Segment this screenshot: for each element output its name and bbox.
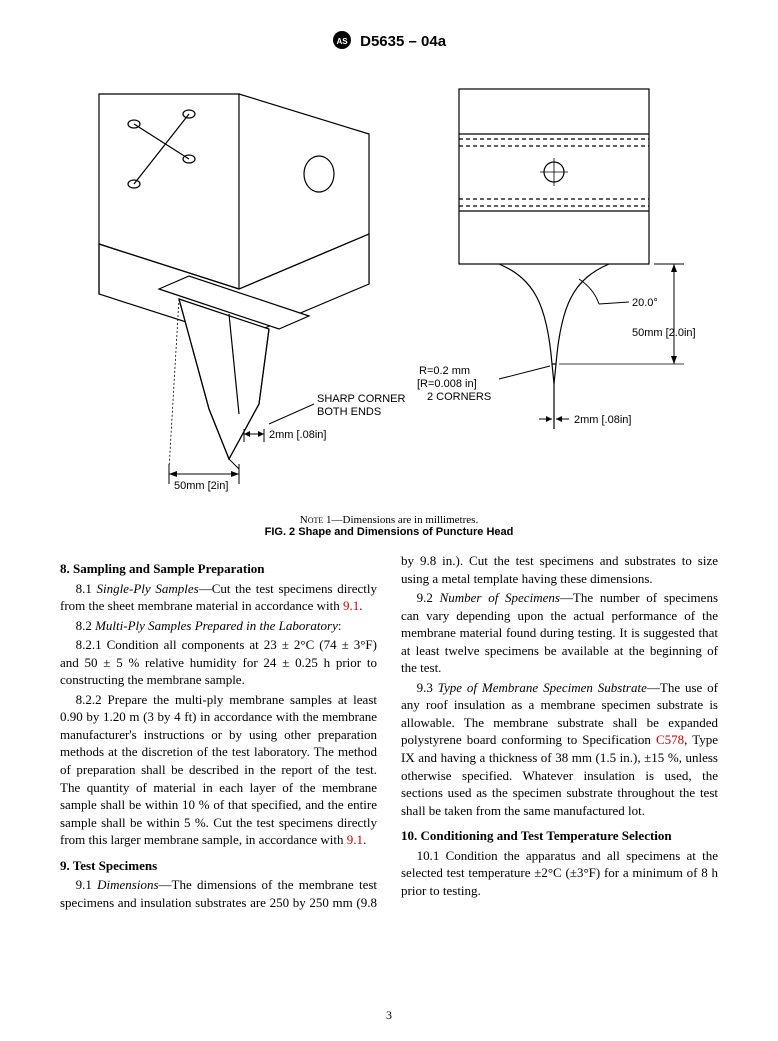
p82-lead: 8.2 [76, 618, 96, 633]
section-9-head: 9. Test Specimens [60, 857, 377, 875]
p82-tail: : [338, 618, 342, 633]
fig-note-text: —Dimensions are in millimetres. [332, 514, 479, 526]
label-angle-20: 20.0° [632, 297, 658, 309]
p91-sub: Dimensions [97, 877, 158, 892]
page-root: AS D5635 – 04a [0, 0, 778, 1041]
page-number: 3 [0, 1008, 778, 1023]
p82-sub: Multi-Ply Samples Prepared in the Labora… [95, 618, 338, 633]
fig-title: FIG. 2 Shape and Dimensions of Puncture … [265, 526, 514, 538]
para-9-3: 9.3 Type of Membrane Specimen Substrate—… [401, 679, 718, 819]
p93-sub: Type of Membrane Specimen Substrate [438, 680, 647, 695]
p93-lead: 9.3 [417, 680, 438, 695]
label-r02-l1: R=0.2 mm [419, 365, 470, 377]
p81-tail: . [359, 598, 362, 613]
label-r02-l2: [R=0.008 in] [417, 378, 477, 390]
astm-logo: AS [332, 30, 352, 54]
section-10-head: 10. Conditioning and Test Temperature Se… [401, 827, 718, 845]
para-8-1: 8.1 Single-Ply Samples—Cut the test spec… [60, 580, 377, 615]
label-r02-l3: 2 CORNERS [427, 391, 491, 403]
p822-ref[interactable]: 9.1 [347, 832, 363, 847]
figure-svg: SHARP CORNER BOTH ENDS 2mm [.08in] 50mm … [69, 64, 709, 504]
doc-header: AS D5635 – 04a [60, 30, 718, 54]
figure-caption: Note 1—Dimensions are in millimetres. FI… [60, 514, 718, 538]
para-8-2-2: 8.2.2 Prepare the multi-ply membrane sam… [60, 691, 377, 849]
p81-sub: Single-Ply Samples [97, 581, 199, 596]
p81-lead: 8.1 [76, 581, 97, 596]
fig-note-label: Note [300, 514, 324, 526]
p92-lead: 9.2 [417, 590, 440, 605]
para-9-2: 9.2 Number of Specimens—The number of sp… [401, 589, 718, 677]
svg-text:AS: AS [336, 37, 348, 46]
section-8-head: 8. Sampling and Sample Preparation [60, 560, 377, 578]
label-sharp-corner-l2: BOTH ENDS [317, 406, 381, 418]
p822-a: 8.2.2 Prepare the multi-ply membrane sam… [60, 692, 377, 847]
p91-lead: 9.1 [76, 877, 98, 892]
p822-tail: . [363, 832, 366, 847]
p81-ref[interactable]: 9.1 [343, 598, 359, 613]
para-10-1: 10.1 Condition the apparatus and all spe… [401, 847, 718, 900]
label-sharp-corner-l1: SHARP CORNER [317, 393, 405, 405]
para-8-2: 8.2 Multi-Ply Samples Prepared in the La… [60, 617, 377, 635]
label-50mm-b: 50mm [2.0in] [632, 327, 696, 339]
p93-ref[interactable]: C578 [656, 732, 684, 747]
label-50mm-a: 50mm [2in] [174, 480, 228, 492]
figure-2: SHARP CORNER BOTH ENDS 2mm [.08in] 50mm … [60, 64, 718, 538]
label-2mm-b: 2mm [.08in] [574, 414, 631, 426]
doc-designation: D5635 – 04a [360, 33, 446, 50]
p92-sub: Number of Specimens [440, 590, 560, 605]
body-columns: 8. Sampling and Sample Preparation 8.1 S… [60, 552, 718, 911]
para-8-2-1: 8.2.1 Condition all components at 23 ± 2… [60, 636, 377, 689]
label-2mm-a: 2mm [.08in] [269, 429, 326, 441]
